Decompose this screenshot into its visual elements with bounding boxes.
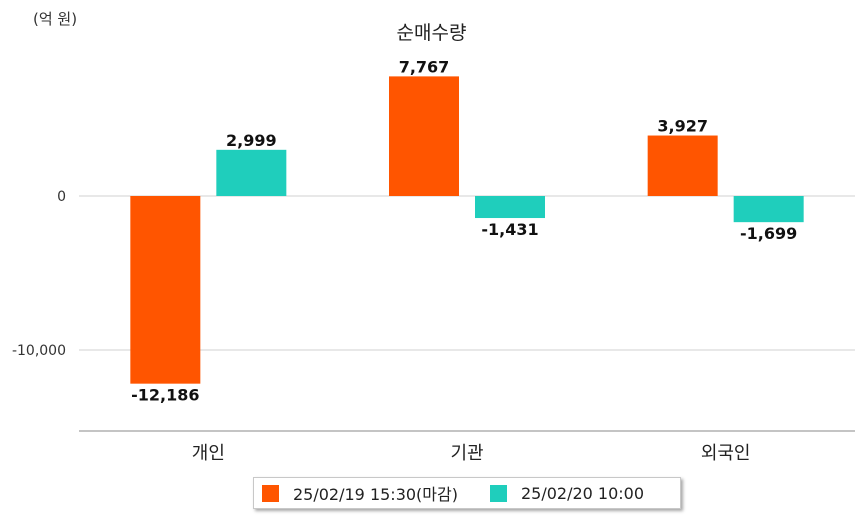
bar-1-1 <box>130 196 201 384</box>
plot-area: 0 -10,000 -12,186 2,999 개인 7,767 -1,431 기관 3,927… <box>12 57 855 464</box>
legend-item-series-2: 25/02/20 10:00 <box>489 483 645 503</box>
legend-item-series-1: 25/02/19 15:30(마감) <box>262 481 458 505</box>
data-label: 7,767 <box>399 57 450 76</box>
data-label: -1,699 <box>740 224 797 243</box>
legend: 25/02/19 15:30(마감) 25/02/20 10:00 <box>253 477 681 509</box>
bar-1-2 <box>389 76 459 196</box>
data-label: -12,186 <box>131 386 199 405</box>
y-tick-label: -10,000 <box>12 343 66 359</box>
x-tick-label: 개인 <box>192 443 225 464</box>
bar-2-2 <box>475 196 545 219</box>
data-label: -1,431 <box>481 220 538 239</box>
chart-title: 순매수량 <box>396 22 467 44</box>
bar-2-1 <box>216 149 287 196</box>
unit-label: (억 원) <box>33 10 78 28</box>
legend-swatch-series-2 <box>489 484 507 502</box>
bar-1-3 <box>647 135 718 196</box>
data-label: 3,927 <box>657 117 708 136</box>
bar-2-3 <box>733 196 804 223</box>
legend-label-series-2: 25/02/20 10:00 <box>520 483 645 503</box>
legend-swatch-series-1 <box>262 484 279 502</box>
y-tick-label: 0 <box>57 189 66 205</box>
x-tick-label: 외국인 <box>701 443 751 464</box>
x-tick-label: 기관 <box>450 443 483 464</box>
legend-label-series-1: 25/02/19 15:30(마감) <box>293 485 458 504</box>
data-label: 2,999 <box>226 131 277 150</box>
